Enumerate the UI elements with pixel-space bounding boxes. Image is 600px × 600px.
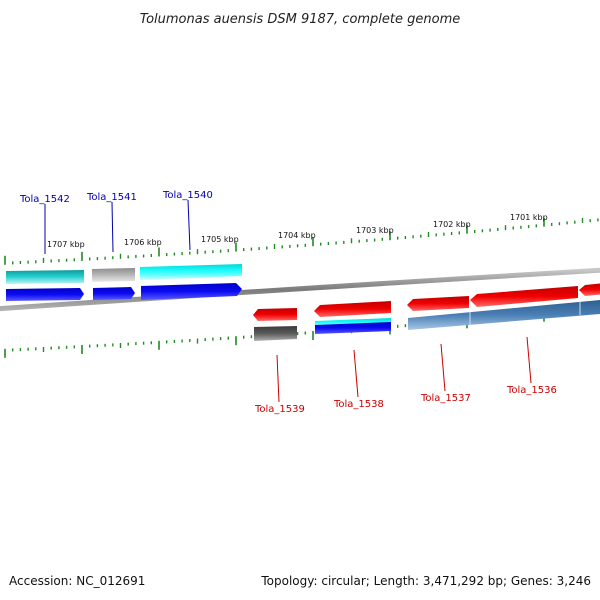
feature-tola-1541-annotation[interactable]: [92, 268, 135, 282]
scale-label-1706: 1706 kbp: [124, 238, 162, 247]
scale-label-1703: 1703 kbp: [356, 226, 394, 235]
scale-label-1707: 1707 kbp: [47, 240, 85, 249]
feature-tola-1540-annotation[interactable]: [140, 264, 242, 280]
leader-tola-1537: [440, 343, 446, 392]
forward-features: [6, 264, 242, 301]
scale-label-1701: 1701 kbp: [510, 213, 548, 222]
reverse-features: [253, 283, 600, 341]
feature-tola-1540-gene[interactable]: [141, 283, 242, 300]
gene-label-tola-1540[interactable]: Tola_1540: [162, 190, 213, 201]
genome-backbone: [0, 267, 600, 312]
gene-label-tola-1538[interactable]: Tola_1538: [333, 399, 384, 410]
feature-tola-1536-gene[interactable]: [470, 286, 578, 307]
feature-tola-1542-annotation[interactable]: [6, 270, 84, 284]
label-leaders: [44, 199, 532, 403]
map-title: Tolumonas auensis DSM 9187, complete gen…: [140, 12, 461, 27]
outer-scale-ticks: [4, 217, 599, 265]
feature-tola-1541-gene[interactable]: [93, 287, 135, 300]
leader-tola-1536: [526, 336, 532, 384]
feature-operon-annotation[interactable]: [408, 300, 600, 330]
feature-tola-1539-gene[interactable]: [253, 308, 297, 321]
leader-tola-1538: [353, 349, 359, 398]
leader-tola-1540: [187, 199, 191, 251]
scale-label-1702: 1702 kbp: [433, 220, 471, 229]
feature-tola-1538-gene[interactable]: [314, 301, 391, 317]
feature-tola-1542-gene[interactable]: [6, 288, 84, 301]
gene-label-tola-1537[interactable]: Tola_1537: [420, 393, 471, 404]
feature-tola-1539-annotation[interactable]: [254, 326, 297, 341]
scale-label-1705: 1705 kbp: [201, 235, 239, 244]
feature-tola-1537-gene[interactable]: [407, 296, 469, 311]
topology-text: Topology: circular; Length: 3,471,292 bp…: [261, 574, 591, 588]
scale-label-1704: 1704 kbp: [278, 231, 316, 240]
leader-tola-1541: [111, 201, 114, 253]
leader-tola-1539: [276, 354, 280, 403]
feature-neighbor-gene-edge[interactable]: [579, 283, 600, 296]
feature-tola-1538-annotation-blue[interactable]: [315, 322, 391, 334]
accession-text: Accession: NC_012691: [9, 574, 146, 588]
gene-label-tola-1541[interactable]: Tola_1541: [86, 192, 137, 203]
gene-label-tola-1536[interactable]: Tola_1536: [506, 385, 557, 396]
gene-label-tola-1539[interactable]: Tola_1539: [254, 404, 305, 415]
gene-label-tola-1542[interactable]: Tola_1542: [19, 194, 70, 205]
